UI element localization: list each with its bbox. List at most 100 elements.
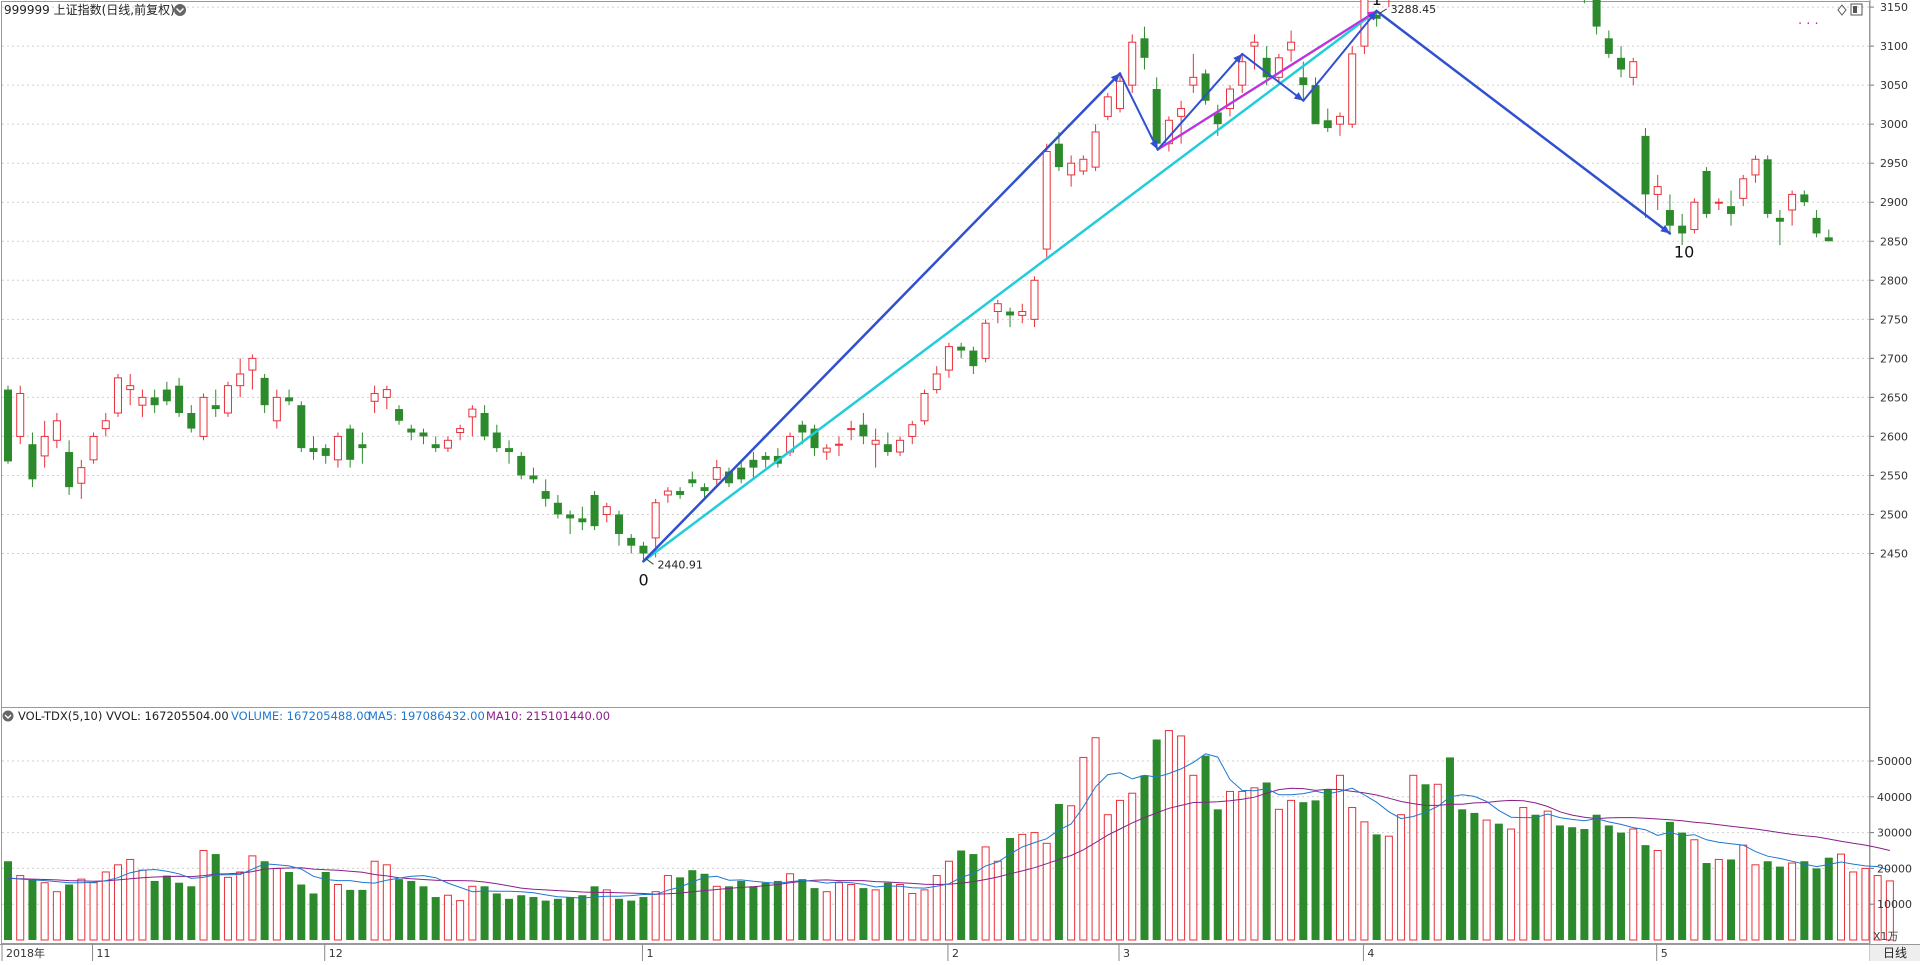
title-dropdown-icon[interactable] — [174, 4, 186, 16]
high-value-label: 3288.45 — [1391, 3, 1437, 16]
price-tick-label: 2550 — [1880, 469, 1908, 482]
candle-body-up — [1653, 186, 1662, 195]
volume-bar-down — [737, 880, 746, 940]
volume-bar-up — [1837, 853, 1845, 941]
candle-body-down — [309, 448, 318, 453]
volume-bar-down — [639, 897, 648, 940]
volume-bars — [4, 730, 1894, 941]
volume-bar-up — [786, 873, 795, 941]
volume-bar-up — [138, 869, 147, 941]
candle-body-up — [1274, 57, 1283, 78]
candle-body-down — [150, 397, 159, 406]
candle-body-up — [126, 385, 135, 391]
candle-body-down — [1372, 14, 1381, 19]
candle-body-up — [199, 396, 208, 437]
volume-bar-up — [1091, 737, 1100, 941]
volume-bar-up — [1739, 844, 1748, 941]
volume-bar-down — [431, 897, 440, 940]
volume-bar-up — [1690, 839, 1699, 941]
volume-bar-down — [1641, 845, 1650, 940]
candle-body-down — [541, 491, 550, 499]
candle-body-down — [28, 444, 37, 480]
candle-body-up — [1348, 53, 1357, 125]
volume-bar-up — [1397, 814, 1406, 941]
candle-body-down — [419, 432, 428, 437]
candle-body-down — [1213, 112, 1222, 125]
volume-bar-down — [1421, 784, 1430, 940]
candle-body-down — [395, 409, 404, 421]
volume-bar-down — [480, 886, 489, 940]
volume-bar-up — [248, 855, 257, 941]
time-axis-label: 11 — [97, 947, 111, 960]
volume-bar-down — [1592, 814, 1601, 940]
volume-bar-up — [847, 884, 856, 941]
candle-body-up — [236, 373, 245, 387]
candle-body-up — [1690, 201, 1699, 231]
candle-body-up — [1079, 158, 1088, 172]
candle-body-up — [847, 428, 856, 431]
volume-bar-up — [101, 871, 110, 941]
candle-body-up — [602, 506, 611, 515]
candle-body-down — [1702, 171, 1711, 214]
price-tick-label: 2600 — [1880, 430, 1908, 443]
wave-line-blue-3-arrowhead — [1233, 53, 1243, 64]
price-tick-label: 3100 — [1880, 40, 1908, 53]
candle-body-down — [737, 467, 746, 480]
candle-body-down — [407, 428, 416, 433]
volume-bar-up — [456, 900, 465, 941]
volume-bar-up — [1360, 821, 1369, 941]
candle-body-down — [761, 455, 770, 460]
volume-ma5-value: MA5: 197086432.00 — [368, 709, 485, 723]
volume-bar-up — [40, 882, 49, 941]
volume-bar-up — [126, 858, 135, 941]
volume-bar-up — [1653, 850, 1662, 941]
menu-dots[interactable]: · · · — [1798, 17, 1819, 32]
volume-dropdown-icon[interactable] — [2, 710, 14, 722]
volume-bar-up — [1067, 805, 1076, 941]
volume-tick-label: 30000 — [1877, 827, 1912, 840]
volume-bar-down — [541, 900, 550, 940]
candle-body-up — [272, 396, 281, 422]
volume-bar-up — [1409, 774, 1418, 941]
volume-bar-up — [651, 891, 660, 941]
candle-body-down — [1054, 143, 1063, 168]
volume-bar-down — [1775, 866, 1784, 940]
wave-line-blue-1 — [642, 72, 1122, 563]
volume-bar-up — [663, 875, 672, 941]
candle-body-down — [798, 424, 807, 433]
candle-body-down — [1800, 194, 1809, 203]
time-axis-label: 3 — [1123, 947, 1130, 960]
candle-body-down — [1323, 120, 1332, 129]
diamond-icon[interactable] — [1837, 4, 1847, 16]
volume-bar-down — [627, 900, 636, 940]
volume-bar-down — [688, 870, 697, 940]
period-label[interactable]: 日线 — [1883, 946, 1907, 960]
wave-line-blue-2 — [1119, 72, 1159, 151]
volume-bar-down — [1299, 802, 1308, 940]
volume-bar-down — [297, 884, 306, 940]
candle-body-up — [382, 389, 391, 398]
volume-bar-down — [1372, 834, 1381, 940]
panel-toggle-icon[interactable] — [1850, 3, 1863, 16]
volume-bar-down — [1494, 823, 1503, 940]
volume-volume-value: VOLUME: 167205488.00 — [231, 709, 371, 723]
candle-body-down — [4, 389, 12, 462]
volume-bar-up — [1861, 867, 1870, 941]
volume-bar-down — [553, 898, 562, 940]
candle-body-down — [590, 494, 599, 527]
volume-bar-down — [1678, 832, 1687, 940]
candle-body-down — [187, 412, 196, 429]
candle-body-up — [993, 303, 1002, 313]
candle-body-down — [1678, 225, 1687, 234]
volume-bar-up — [1018, 833, 1027, 941]
candle-body-down — [1201, 73, 1210, 101]
period-label-box[interactable] — [1870, 945, 1920, 961]
candle-body-up — [834, 443, 843, 446]
candle-body-up — [920, 392, 929, 422]
wave-line-blue-4-arrowhead — [1293, 92, 1304, 101]
wave-line-blue-2-arrowhead — [1150, 139, 1158, 150]
volume-bar-down — [1702, 863, 1711, 940]
volume-bar-down — [1445, 757, 1454, 940]
volume-bar-down — [590, 886, 599, 940]
